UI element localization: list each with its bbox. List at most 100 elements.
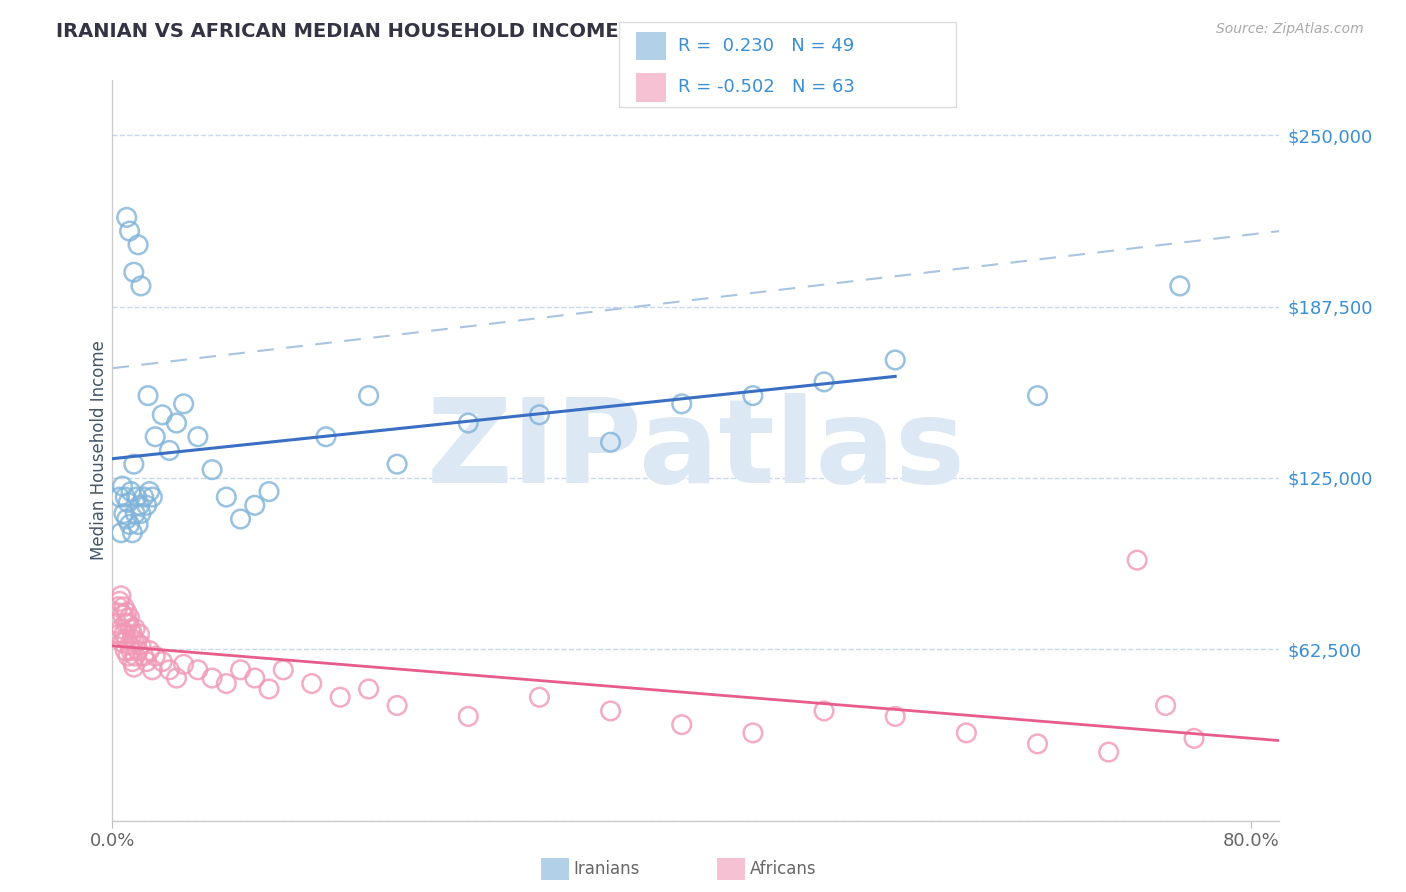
Point bbox=[813, 375, 835, 389]
Point bbox=[201, 463, 224, 477]
Point bbox=[671, 717, 693, 731]
Point bbox=[813, 704, 835, 718]
Point bbox=[111, 635, 134, 649]
Point bbox=[120, 643, 142, 657]
Point bbox=[741, 726, 763, 740]
Point bbox=[118, 517, 141, 532]
Point bbox=[157, 663, 180, 677]
Point bbox=[114, 643, 136, 657]
Point bbox=[229, 512, 252, 526]
Point bbox=[117, 649, 139, 664]
Point bbox=[114, 490, 136, 504]
Point bbox=[955, 726, 977, 740]
Point bbox=[122, 457, 145, 471]
Point bbox=[105, 616, 128, 631]
Point bbox=[150, 655, 173, 669]
Point bbox=[122, 660, 145, 674]
Point bbox=[118, 611, 141, 625]
Point bbox=[127, 517, 149, 532]
Point bbox=[124, 622, 146, 636]
Point bbox=[117, 616, 139, 631]
Point bbox=[141, 663, 163, 677]
Point bbox=[187, 663, 209, 677]
Point bbox=[741, 389, 763, 403]
Point bbox=[257, 681, 280, 696]
Point bbox=[529, 690, 551, 705]
Text: Source: ZipAtlas.com: Source: ZipAtlas.com bbox=[1216, 22, 1364, 37]
Point bbox=[111, 479, 134, 493]
Point bbox=[112, 627, 135, 641]
Point bbox=[215, 490, 238, 504]
Point bbox=[329, 690, 352, 705]
Point bbox=[301, 676, 323, 690]
Point bbox=[1126, 553, 1149, 567]
Point bbox=[385, 457, 408, 471]
Point bbox=[1182, 731, 1205, 746]
Point bbox=[884, 709, 907, 723]
Point bbox=[271, 663, 294, 677]
Point bbox=[125, 490, 148, 504]
Text: ZIPatlas: ZIPatlas bbox=[426, 393, 966, 508]
Point bbox=[215, 676, 238, 690]
Point bbox=[110, 525, 132, 540]
Point bbox=[124, 649, 146, 664]
Point bbox=[132, 490, 155, 504]
Point bbox=[257, 484, 280, 499]
Point bbox=[143, 649, 166, 664]
Y-axis label: Median Household Income: Median Household Income bbox=[90, 341, 108, 560]
Point bbox=[124, 507, 146, 521]
Point bbox=[150, 408, 173, 422]
Point bbox=[357, 681, 380, 696]
Point bbox=[115, 512, 138, 526]
Point bbox=[599, 435, 621, 450]
Point bbox=[128, 498, 150, 512]
Point bbox=[115, 211, 138, 225]
Point bbox=[121, 525, 143, 540]
Point bbox=[108, 627, 131, 641]
Point bbox=[122, 265, 145, 279]
Point bbox=[457, 416, 479, 430]
Point bbox=[129, 279, 152, 293]
Text: R =  0.230   N = 49: R = 0.230 N = 49 bbox=[678, 37, 853, 55]
Point bbox=[120, 484, 142, 499]
Point bbox=[229, 663, 252, 677]
Point bbox=[385, 698, 408, 713]
Point bbox=[1154, 698, 1177, 713]
Point bbox=[173, 397, 195, 411]
Point bbox=[122, 632, 145, 647]
Point bbox=[132, 649, 155, 664]
Point bbox=[127, 643, 149, 657]
Point bbox=[135, 655, 157, 669]
Point bbox=[201, 671, 224, 685]
Point bbox=[108, 594, 131, 608]
Point bbox=[671, 397, 693, 411]
Point bbox=[599, 704, 621, 718]
Point bbox=[105, 616, 128, 631]
Point bbox=[1026, 737, 1049, 751]
Point bbox=[117, 495, 139, 509]
Point bbox=[129, 507, 152, 521]
Point bbox=[243, 671, 266, 685]
Text: IRANIAN VS AFRICAN MEDIAN HOUSEHOLD INCOME CORRELATION CHART: IRANIAN VS AFRICAN MEDIAN HOUSEHOLD INCO… bbox=[56, 22, 859, 41]
Point bbox=[157, 443, 180, 458]
Point bbox=[166, 416, 188, 430]
Point bbox=[115, 605, 138, 619]
Point bbox=[357, 389, 380, 403]
Point bbox=[127, 237, 149, 252]
Point bbox=[115, 632, 138, 647]
Point bbox=[166, 671, 188, 685]
Point bbox=[136, 389, 159, 403]
Text: Africans: Africans bbox=[749, 860, 815, 878]
Point bbox=[125, 635, 148, 649]
Point bbox=[111, 607, 134, 622]
Point bbox=[110, 622, 132, 636]
Point bbox=[110, 589, 132, 603]
Point bbox=[138, 484, 160, 499]
Point bbox=[121, 627, 143, 641]
Point bbox=[315, 430, 337, 444]
Point bbox=[129, 638, 152, 652]
Point bbox=[173, 657, 195, 672]
Point bbox=[457, 709, 479, 723]
Point bbox=[1098, 745, 1121, 759]
Point bbox=[243, 498, 266, 512]
